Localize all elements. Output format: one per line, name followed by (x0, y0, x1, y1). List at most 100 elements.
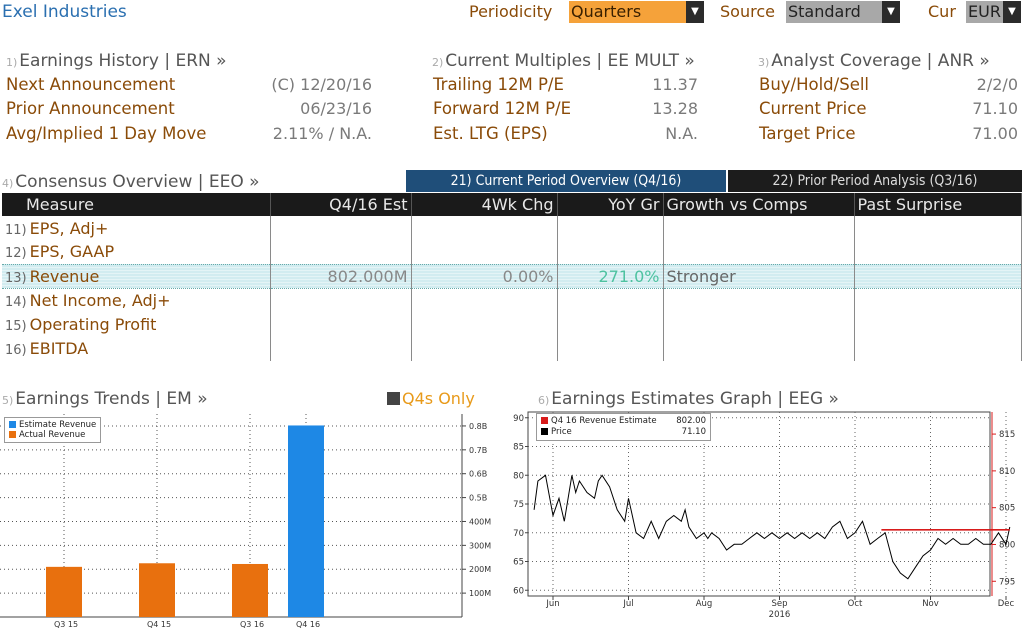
legend-label: Actual Revenue (19, 430, 86, 440)
tab-current-period[interactable]: 21) Current Period Overview (Q4/16) (406, 170, 726, 192)
legend-value: 802.00 (676, 416, 706, 426)
y-tick-label: 100M (469, 589, 491, 598)
section-number: 6) (538, 394, 550, 407)
estimates-graph-header[interactable]: 6) Earnings Estimates Graph | EEG » (538, 389, 839, 409)
measure-label: Operating Profit (29, 315, 157, 335)
cell-past-surprise[interactable] (854, 288, 1022, 313)
section-title: Earnings History | ERN » (19, 51, 227, 71)
earnings-history-header[interactable]: 1) Earnings History | ERN » (6, 51, 227, 71)
cell-growth-vs-comps[interactable] (663, 312, 855, 337)
section-title: Consensus Overview | EEO » (15, 172, 260, 192)
company-name[interactable]: Exel Industries (2, 2, 127, 22)
y-right-tick-label: 805 (999, 504, 1015, 514)
source-dropdown[interactable]: Standard ▼ (786, 1, 900, 23)
cell-growth-vs-comps[interactable] (663, 336, 855, 361)
cell-4wk-change[interactable]: 0.00% (411, 263, 558, 289)
x-tick-label: Q4 16 (296, 620, 320, 629)
cell-measure[interactable]: 12) EPS, GAAP (2, 240, 271, 265)
cell-4wk-change[interactable] (411, 336, 558, 361)
table-row[interactable]: 16) EBITDA (2, 336, 1022, 361)
cm-label: Forward 12M P/E (433, 99, 572, 118)
column-header[interactable]: YoY Gr (557, 193, 664, 216)
table-row[interactable]: 14) Net Income, Adj+ (2, 288, 1022, 313)
row-number: 14) (5, 295, 27, 311)
cell-measure[interactable]: 14) Net Income, Adj+ (2, 288, 271, 313)
cell-yoy-growth[interactable] (557, 216, 664, 241)
cell-estimate[interactable] (270, 288, 412, 313)
cell-growth-vs-comps[interactable] (663, 240, 855, 265)
cell-measure[interactable]: 13) Revenue (2, 263, 271, 289)
current-multiples-header[interactable]: 2) Current Multiples | EE MULT » (432, 51, 695, 71)
cell-estimate[interactable] (270, 240, 412, 265)
y-tick-label: 90 (513, 414, 524, 424)
cell-estimate[interactable] (270, 336, 412, 361)
cm-label: Trailing 12M P/E (433, 75, 564, 94)
cell-growth-vs-comps[interactable] (663, 288, 855, 313)
cell-estimate[interactable]: 802.000M (270, 263, 412, 289)
legend-label: Price (551, 427, 572, 437)
cm-value: 11.37 (652, 75, 698, 94)
cell-estimate[interactable] (270, 312, 412, 337)
table-row[interactable]: 15) Operating Profit (2, 312, 1022, 337)
table-header-row: Measure Q4/16 Est 4Wk Chg YoY Gr Growth … (2, 193, 1022, 216)
table-row[interactable]: 12) EPS, GAAP (2, 240, 1022, 265)
cell-yoy-growth[interactable] (557, 240, 664, 265)
cell-yoy-growth[interactable] (557, 336, 664, 361)
legend-swatch (9, 431, 16, 438)
legend-swatch (9, 421, 16, 428)
earnings-trends-header[interactable]: 5) Earnings Trends | EM » (2, 389, 208, 409)
cell-growth-vs-comps[interactable] (663, 216, 855, 241)
column-header[interactable]: Growth vs Comps (663, 193, 855, 216)
earnings-trends-legend: Estimate Revenue Actual Revenue (4, 417, 102, 443)
cell-measure[interactable]: 15) Operating Profit (2, 312, 271, 337)
column-header[interactable]: Past Surprise (854, 193, 1022, 216)
y-right-tick-label: 810 (999, 467, 1015, 477)
cell-past-surprise[interactable] (854, 312, 1022, 337)
cell-yoy-growth[interactable] (557, 288, 664, 313)
cell-measure[interactable]: 16) EBITDA (2, 336, 271, 361)
cell-growth-vs-comps[interactable]: Stronger (663, 263, 855, 289)
table-row[interactable]: 13) Revenue 802.000M 0.00% 271.0% Stronger (2, 263, 1022, 289)
cell-measure[interactable]: 11) EPS, Adj+ (2, 216, 271, 241)
cell-4wk-change[interactable] (411, 216, 558, 241)
cell-yoy-growth[interactable] (557, 312, 664, 337)
cell-estimate[interactable] (270, 216, 412, 241)
consensus-overview-header[interactable]: 4) Consensus Overview | EEO » (2, 172, 260, 192)
x-tick-label: Dec (998, 599, 1015, 609)
analyst-coverage-header[interactable]: 3) Analyst Coverage | ANR » (758, 51, 990, 71)
cell-past-surprise[interactable] (854, 216, 1022, 241)
x-tick-label: Q4 15 (147, 620, 171, 629)
row-number: 16) (5, 343, 27, 359)
y-tick-label: 60 (513, 586, 524, 596)
cell-past-surprise[interactable] (854, 240, 1022, 265)
currency-dropdown[interactable]: EUR ▼ (966, 1, 1021, 23)
source-label: Source (720, 2, 775, 21)
cell-4wk-change[interactable] (411, 312, 558, 337)
column-header[interactable]: Measure (2, 193, 271, 216)
y-right-tick-label: 815 (999, 430, 1015, 440)
section-title: Analyst Coverage | ANR » (771, 51, 990, 71)
cell-past-surprise[interactable] (854, 336, 1022, 361)
x-tick-label: Jul (622, 599, 633, 609)
cell-past-surprise[interactable] (854, 263, 1022, 289)
cell-4wk-change[interactable] (411, 240, 558, 265)
cell-4wk-change[interactable] (411, 288, 558, 313)
consensus-table: Measure Q4/16 Est 4Wk Chg YoY Gr Growth … (2, 193, 1022, 361)
x-tick-label: Jun (545, 599, 559, 609)
column-header[interactable]: Q4/16 Est (270, 193, 412, 216)
ac-value: 71.10 (972, 99, 1018, 118)
toggle-label: Q4s Only (402, 389, 475, 408)
row-number: 11) (5, 222, 27, 238)
section-title: Earnings Estimates Graph | EEG » (551, 389, 839, 409)
periodicity-dropdown[interactable]: Quarters ▼ (569, 1, 704, 23)
tab-prior-period[interactable]: 22) Prior Period Analysis (Q3/16) (728, 170, 1022, 192)
row-number: 12) (5, 246, 27, 262)
cell-yoy-growth[interactable]: 271.0% (557, 263, 664, 289)
table-row[interactable]: 11) EPS, Adj+ (2, 216, 1022, 241)
q4s-only-toggle[interactable]: Q4s Only (387, 389, 475, 408)
column-header[interactable]: 4Wk Chg (411, 193, 558, 216)
y-tick-label: 200M (469, 565, 491, 574)
earnings-trends-chart: 100M 200M 300M 400M 0.5B 0.6B 0.7B 0.8B Q3 15 Q4 … (0, 414, 491, 629)
price-line (533, 474, 1011, 580)
y-tick-label: 0.8B (469, 422, 487, 431)
